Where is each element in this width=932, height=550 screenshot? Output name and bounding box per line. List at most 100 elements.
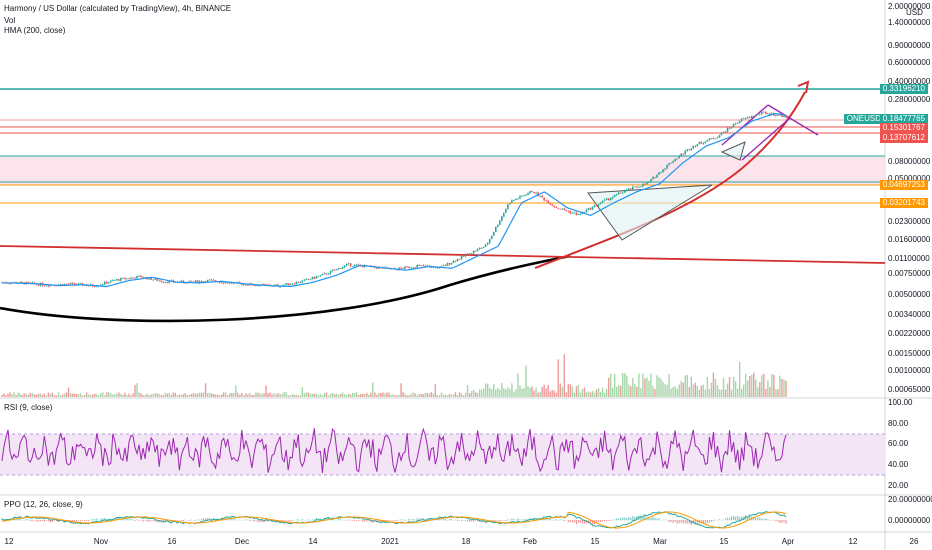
volume-bar — [622, 372, 624, 397]
candle — [285, 283, 287, 285]
candle — [630, 188, 632, 190]
time-tick-label: Nov — [94, 537, 108, 546]
candle — [480, 247, 483, 249]
ppo-bar — [446, 520, 449, 521]
volume-bar — [436, 395, 439, 397]
ppo-bar — [783, 520, 785, 523]
volume-bar — [684, 375, 686, 397]
candle — [595, 205, 598, 206]
volume-bar — [511, 383, 513, 397]
volume-bar — [706, 376, 709, 397]
candle — [200, 281, 203, 283]
candle — [539, 195, 541, 197]
channel-line[interactable] — [721, 104, 769, 146]
volume-bar — [337, 394, 340, 397]
ppo-bar — [674, 520, 676, 522]
volume-bar — [392, 394, 394, 397]
volume-bar — [583, 387, 586, 397]
candle — [763, 111, 765, 113]
price-tick-label: 0.00500000 — [888, 290, 931, 299]
volume-bar — [775, 389, 777, 397]
triangle-pattern[interactable] — [720, 141, 746, 161]
volume-bar — [73, 393, 76, 397]
ppo-bar — [202, 518, 205, 521]
price-tag: 0.03201743 — [879, 198, 928, 208]
volume-bar — [753, 372, 755, 397]
volume-bar — [255, 392, 257, 397]
candle — [746, 116, 749, 119]
volume-bar — [468, 392, 471, 397]
volume-bar — [747, 380, 749, 397]
volume-bar — [624, 373, 626, 397]
volume-bar — [712, 372, 715, 397]
volume-bar — [581, 389, 584, 397]
ppo-bar — [88, 520, 90, 521]
candle — [779, 114, 781, 116]
time-tick-label: 12 — [5, 537, 14, 546]
candle — [476, 248, 479, 252]
triangle-pattern[interactable] — [587, 184, 713, 241]
volume-bar — [603, 392, 606, 397]
volume-bar — [618, 385, 620, 397]
volume-bar — [132, 393, 134, 397]
cup-curve[interactable] — [0, 254, 571, 323]
channel-line[interactable] — [767, 104, 819, 136]
ppo-bar — [206, 518, 209, 521]
volume-bar — [734, 381, 737, 397]
candle — [108, 282, 110, 284]
volume-bar — [386, 392, 388, 397]
candle — [674, 159, 676, 162]
volume-bar — [565, 392, 568, 397]
ppo-bar — [473, 520, 475, 522]
volume-bar — [33, 394, 35, 397]
volume-bar — [63, 393, 66, 397]
volume-bar — [626, 375, 628, 397]
candle — [767, 113, 769, 115]
price-tick-label: 0.00220000 — [888, 329, 931, 338]
volume-bar — [694, 382, 697, 397]
volume-bar — [265, 385, 267, 397]
volume-bar — [148, 395, 150, 397]
candle — [573, 212, 576, 214]
volume-bar — [317, 395, 320, 397]
ppo-bar — [368, 520, 370, 522]
channel-line[interactable] — [741, 117, 791, 161]
ppo-bar — [154, 520, 156, 522]
ppo-bar — [759, 517, 761, 521]
ppo-bar — [464, 520, 467, 521]
ppo-bar — [25, 518, 27, 521]
ppo-bar — [229, 518, 231, 521]
candle — [378, 267, 380, 269]
ppo-bar — [763, 518, 765, 521]
candle — [525, 195, 527, 196]
ppo-bar — [535, 518, 537, 521]
volume-bar — [759, 382, 761, 397]
candle — [212, 279, 215, 281]
price-tick-label: 1.40000000 — [888, 18, 931, 27]
ppo-bar — [352, 520, 354, 521]
candle — [472, 250, 475, 254]
candle — [95, 286, 98, 288]
volume-bar — [769, 386, 771, 397]
volume-bar — [529, 387, 531, 397]
ppo-bar — [41, 520, 43, 522]
candle — [541, 195, 543, 198]
volume-bar — [164, 393, 166, 397]
volume-bar — [227, 395, 229, 397]
ppo-bar — [555, 519, 557, 521]
ppo-bar — [69, 520, 72, 522]
volume-bar — [220, 394, 223, 397]
price-tag: 0.18477765 — [879, 114, 928, 124]
volume-bar — [470, 391, 473, 397]
volume-bar — [763, 373, 765, 397]
volume-bar — [507, 387, 509, 397]
volume-bar — [353, 392, 356, 397]
candle — [43, 285, 46, 287]
arrow-icon[interactable] — [797, 80, 810, 94]
trend-line[interactable] — [0, 245, 886, 264]
ppo-bar — [339, 518, 342, 521]
volume-bar — [69, 393, 72, 397]
ppo-bar — [511, 518, 513, 521]
volume-bar — [589, 392, 592, 397]
